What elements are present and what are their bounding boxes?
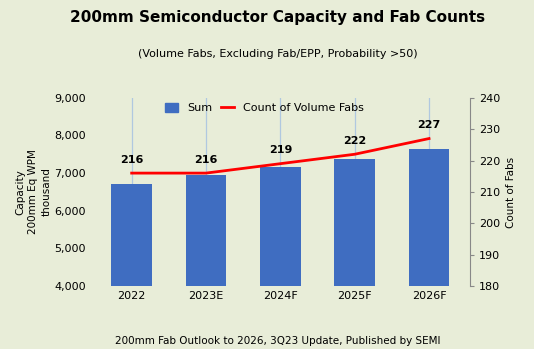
Y-axis label: Count of Fabs: Count of Fabs xyxy=(506,156,516,228)
Legend: Sum, Count of Volume Fabs: Sum, Count of Volume Fabs xyxy=(164,103,364,113)
Bar xyxy=(334,159,375,349)
Text: 227: 227 xyxy=(418,120,441,130)
Bar xyxy=(260,168,301,349)
Bar xyxy=(409,149,450,349)
Text: 219: 219 xyxy=(269,145,292,155)
Text: 216: 216 xyxy=(194,155,218,165)
Text: 222: 222 xyxy=(343,136,366,146)
Bar xyxy=(111,184,152,349)
Bar xyxy=(186,175,226,349)
Text: (Volume Fabs, Excluding Fab/EPP, Probability >50): (Volume Fabs, Excluding Fab/EPP, Probabi… xyxy=(138,49,418,59)
Y-axis label: Capacity
200mm Eq WPM
thousand: Capacity 200mm Eq WPM thousand xyxy=(15,149,51,235)
Text: 200mm Semiconductor Capacity and Fab Counts: 200mm Semiconductor Capacity and Fab Cou… xyxy=(70,10,485,25)
Text: 216: 216 xyxy=(120,155,143,165)
Text: 200mm Fab Outlook to 2026, 3Q23 Update, Published by SEMI: 200mm Fab Outlook to 2026, 3Q23 Update, … xyxy=(115,335,441,346)
